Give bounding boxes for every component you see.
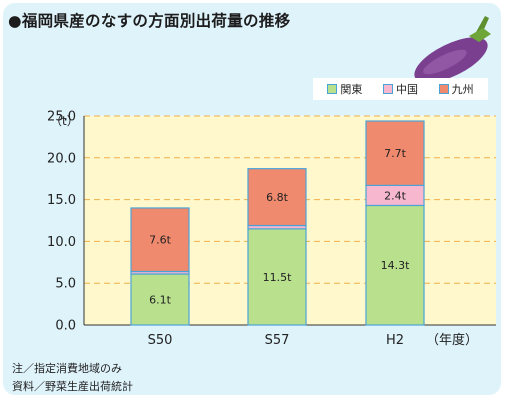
y-tick-label: 5.0	[55, 277, 76, 292]
legend-label-kyushu: 九州	[451, 83, 474, 96]
note-line-2: 資料／野菜生産出荷統計	[12, 380, 133, 393]
y-tick-label: 15.0	[47, 193, 76, 208]
x-tick-label: S57	[265, 333, 290, 348]
data-label: 7.7t	[384, 147, 406, 160]
eggplant-icon	[414, 16, 491, 83]
data-label: 14.3t	[381, 259, 410, 272]
bar-segment-kyushu	[247, 168, 307, 227]
legend-item-kyushu: 九州	[438, 81, 474, 97]
chart-title: ●福岡県産のなすの方面別出荷量の推移	[8, 12, 291, 30]
bar-segment-kanto	[365, 204, 425, 326]
legend-item-chugoku: 中国	[382, 81, 418, 97]
legend-label-chugoku: 中国	[395, 83, 418, 96]
legend-label-kanto: 関東	[340, 83, 363, 96]
legend-swatch-chugoku	[382, 84, 393, 94]
data-label: 2.4t	[384, 189, 406, 202]
y-tick-label: 25.0	[47, 110, 76, 125]
legend-item-kanto: 関東	[327, 81, 362, 97]
bar-segment-kyushu	[365, 120, 425, 186]
legend-swatch-kyushu	[438, 84, 449, 94]
y-tick-label: 0.0	[55, 319, 76, 334]
data-label: 7.6t	[149, 234, 171, 247]
bar-segment-kanto	[247, 228, 307, 326]
data-label: 11.5t	[263, 271, 292, 284]
x-tick-label: S50	[148, 333, 173, 348]
data-label: 6.1t	[149, 294, 171, 307]
note-line-1: 注／指定消費地域のみ	[12, 362, 122, 375]
bar-segment-kanto	[130, 273, 190, 326]
y-tick-label: 10.0	[47, 235, 76, 250]
x-axis-unit: （年度）	[426, 332, 478, 348]
x-tick-label: H2	[386, 333, 404, 348]
legend-swatch-kanto	[327, 84, 338, 94]
chart-legend: 関東 中国 九州	[313, 78, 488, 100]
bar-segment-kyushu	[130, 207, 190, 273]
y-axis-unit: （t）	[50, 114, 79, 128]
y-tick-label: 20.0	[47, 151, 76, 166]
data-label: 6.8t	[266, 191, 288, 204]
